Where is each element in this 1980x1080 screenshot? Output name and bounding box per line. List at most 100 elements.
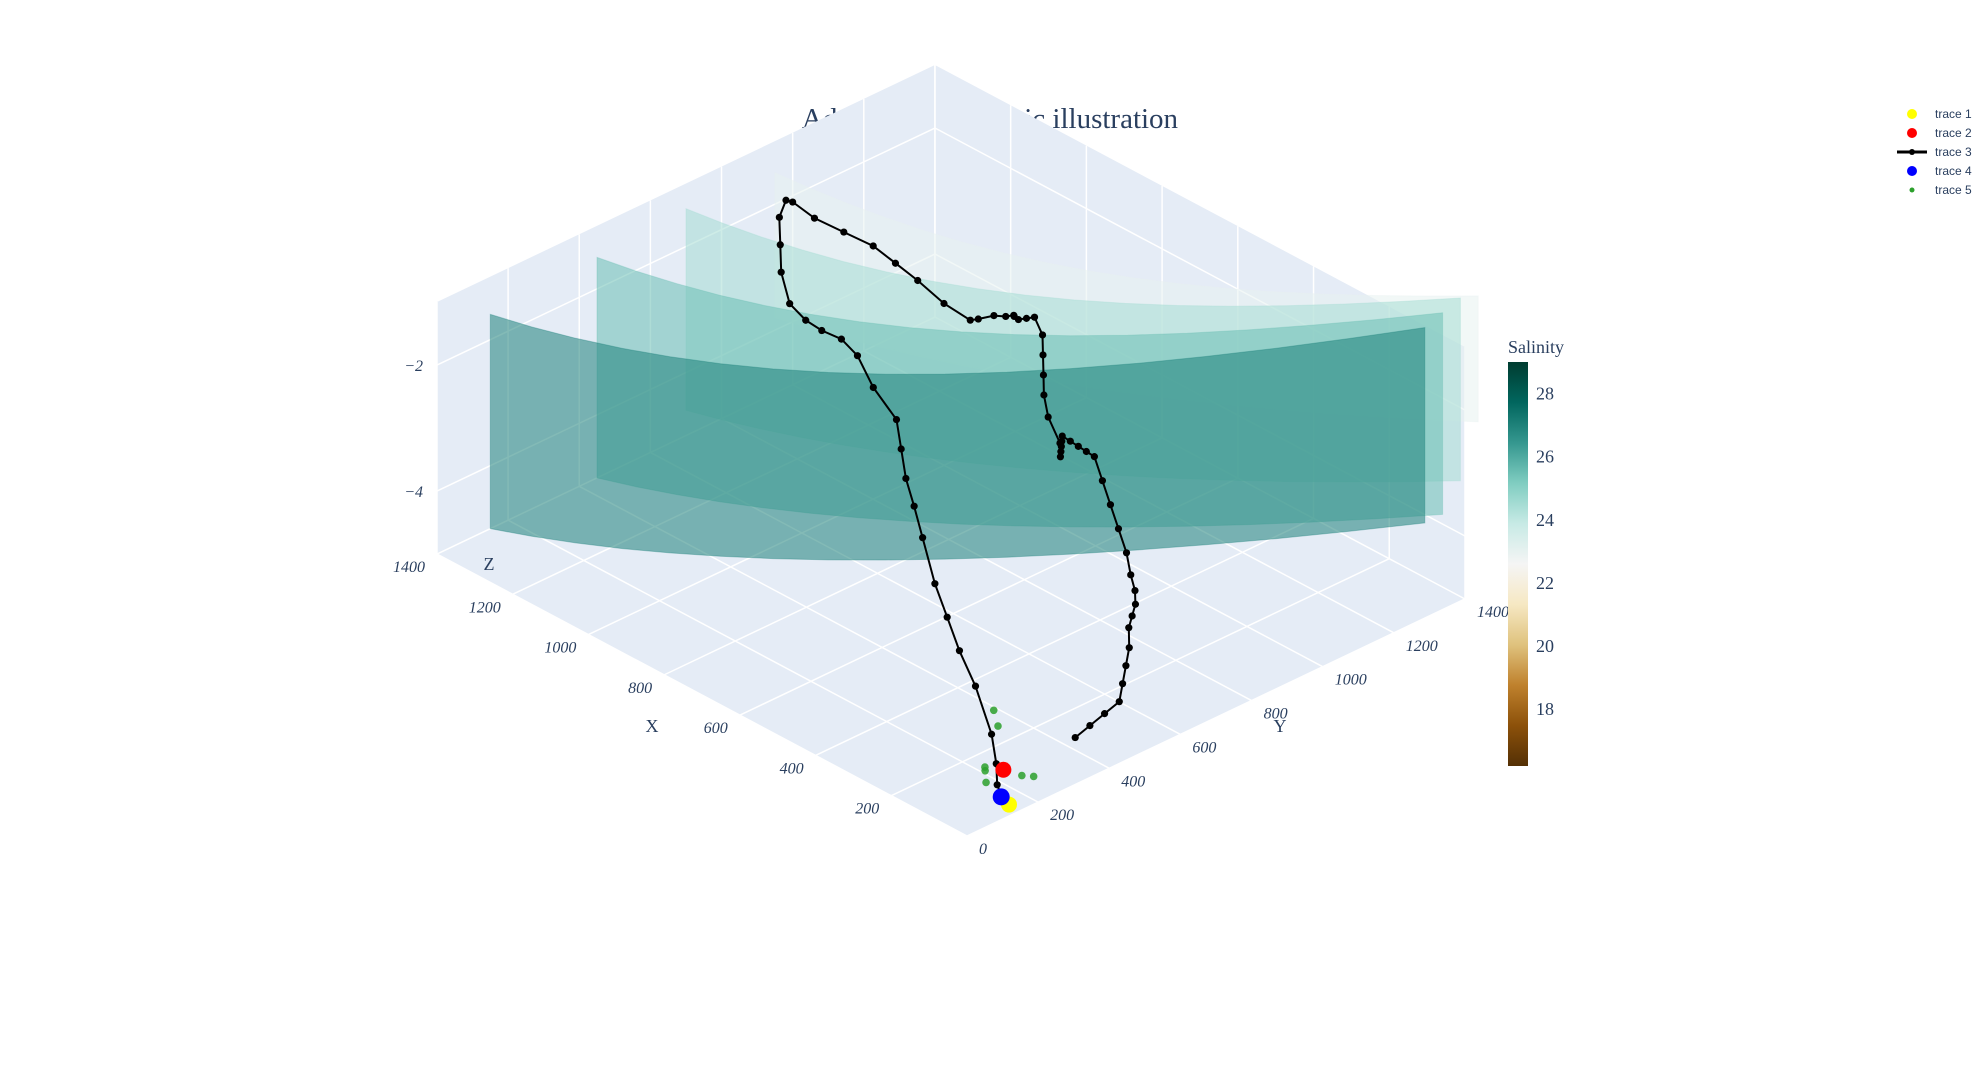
colorbar-tick-label: 22: [1536, 573, 1554, 593]
trace-3-point: [1125, 624, 1132, 631]
trace-3-point: [967, 317, 974, 324]
trace-2-point: [995, 762, 1011, 778]
legend-marker-swatch: [1907, 128, 1917, 138]
trace-3-point: [902, 475, 909, 482]
trace-3-point: [931, 580, 938, 587]
legend-marker-swatch: [1907, 166, 1917, 176]
trace-3-point: [1115, 525, 1122, 532]
trace-3-point: [944, 614, 951, 621]
trace-3-point: [940, 300, 947, 307]
x-tick-label: 400: [780, 760, 804, 777]
colorbar-gradient: [1508, 362, 1528, 766]
trace-3-point: [1127, 571, 1134, 578]
trace-3-point: [1002, 313, 1009, 320]
trace-3-point: [1116, 698, 1123, 705]
trace-3-point: [1067, 438, 1074, 445]
trace-3-point: [1132, 601, 1139, 608]
legend[interactable]: trace 1 trace 2 trace 3 trace 4 trace 5: [1885, 104, 1975, 200]
trace-3-point: [782, 197, 789, 204]
trace-3-point: [777, 241, 784, 248]
y-tick-label: 1400: [1477, 604, 1509, 621]
trace-3-point: [870, 242, 877, 249]
trace-3-point: [838, 336, 845, 343]
trace-3-point: [789, 198, 796, 205]
trace-3-point: [956, 647, 963, 654]
legend-label: trace 3: [1935, 145, 1972, 159]
x-tick-label: 200: [855, 801, 879, 818]
trace-3-point: [1039, 331, 1046, 338]
x-tick-label: 1200: [469, 599, 501, 616]
y-tick-label: 400: [1121, 773, 1145, 790]
trace-5-point: [1030, 773, 1038, 781]
scene-3d[interactable]: 200 400 600 800 1000 1200 1400 0 200 400 600 800 100…: [393, 65, 1509, 858]
colorbar-title: Salinity: [1508, 337, 1564, 357]
legend-label: trace 1: [1935, 107, 1972, 121]
trace-3-point: [1099, 477, 1106, 484]
trace-3-point: [1031, 314, 1038, 321]
trace-3-point: [1015, 316, 1022, 323]
trace-3-point: [911, 503, 918, 510]
trace-3-point: [1059, 432, 1066, 439]
trace-3-point: [1045, 413, 1052, 420]
colorbar-tick-label: 28: [1536, 384, 1554, 404]
y-axis-title: Y: [1274, 716, 1287, 736]
trace-3-point: [1126, 644, 1133, 651]
legend-label: trace 5: [1935, 183, 1972, 197]
trace-3-point: [840, 228, 847, 235]
y-tick-label: 1200: [1406, 638, 1438, 655]
colorbar-tick-label: 26: [1536, 447, 1554, 467]
trace-3-point: [1123, 549, 1130, 556]
trace-3-point: [802, 317, 809, 324]
trace-3-point: [778, 269, 785, 276]
trace-3-point: [990, 312, 997, 319]
trace-3-point: [818, 327, 825, 334]
trace-3-point: [1086, 722, 1093, 729]
trace-3-point: [1119, 680, 1126, 687]
trace-3-point: [1131, 587, 1138, 594]
trace-3-point: [914, 277, 921, 284]
trace-3-point: [1129, 612, 1136, 619]
trace-3-point: [776, 214, 783, 221]
trace-4-point: [993, 788, 1010, 805]
trace-3-point: [1091, 453, 1098, 460]
trace-3-point: [988, 731, 995, 738]
trace-3-point: [1040, 391, 1047, 398]
trace-3-point: [972, 683, 979, 690]
y-tick-label: 600: [1192, 739, 1216, 756]
trace-3-point: [811, 215, 818, 222]
trace-3-point: [1023, 315, 1030, 322]
x-tick-label: 1400: [393, 559, 425, 576]
legend-marker-swatch: [1907, 109, 1917, 119]
legend-marker-swatch: [1909, 149, 1915, 155]
trace-5-point: [982, 779, 990, 787]
trace-3-point: [1122, 662, 1129, 669]
y-tick-label: 200: [1050, 807, 1074, 824]
y-tick-label: 0: [979, 841, 987, 858]
trace-3-point: [1039, 351, 1046, 358]
trace-3-point: [1040, 371, 1047, 378]
trace-3-point: [870, 384, 877, 391]
trace-3-point: [898, 445, 905, 452]
legend-label: trace 2: [1935, 126, 1972, 140]
x-tick-label: 800: [628, 680, 652, 697]
trace-3-point: [1072, 734, 1079, 741]
x-axis-title: X: [646, 716, 659, 736]
trace-3-point: [854, 352, 861, 359]
y-tick-label: 1000: [1335, 672, 1367, 689]
x-tick-label: 1000: [544, 640, 576, 657]
trace-5-point: [1018, 772, 1026, 780]
legend-label: trace 4: [1935, 164, 1972, 178]
trace-5-point: [990, 707, 998, 715]
x-tick-label: 600: [704, 720, 728, 737]
trace-5-point: [981, 763, 989, 771]
colorbar-tick-label: 18: [1536, 699, 1554, 719]
trace-3-point: [1075, 443, 1082, 450]
trace-5-point: [994, 722, 1002, 730]
trace-3-point: [1107, 501, 1114, 508]
trace-3-point: [1101, 710, 1108, 717]
colorbar: Salinity 18 20 22 24 26 28: [1508, 337, 1564, 766]
z-tick-label: −2: [404, 358, 423, 375]
trace-3-point: [994, 781, 1001, 788]
trace-3-point: [975, 315, 982, 322]
